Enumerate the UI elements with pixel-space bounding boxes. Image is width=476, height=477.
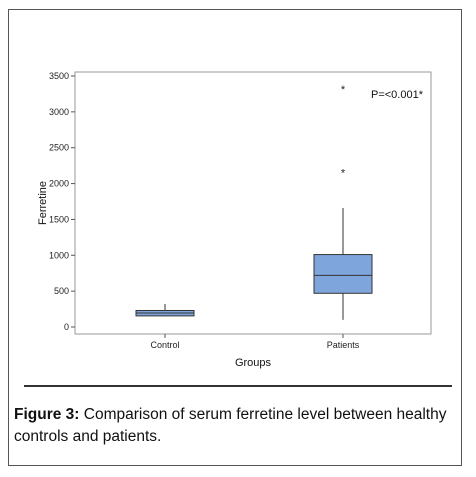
caption-text: Comparison of serum ferretine level betw… — [14, 406, 447, 445]
box-control — [135, 304, 195, 317]
figure-caption: Figure 3: Comparison of serum ferretine … — [14, 404, 454, 448]
y-tick-label: 1000 — [49, 250, 69, 260]
y-axis: 0 500 1000 1500 2000 2500 3000 3500 — [49, 71, 75, 332]
outlier-point: * — [341, 84, 346, 96]
x-tick-label: Patients — [327, 340, 360, 350]
y-tick-label: 2500 — [49, 143, 69, 153]
boxes: ** — [135, 84, 373, 320]
y-axis-title: Ferretine — [37, 181, 49, 225]
x-axis-title: Groups — [235, 357, 272, 369]
caption-label: Figure 3: — [14, 406, 80, 423]
plot-area — [74, 71, 432, 335]
iqr-box — [313, 254, 373, 294]
box-patients: ** — [313, 84, 373, 320]
caption-divider — [24, 385, 452, 387]
y-tick-label: 500 — [54, 286, 69, 296]
x-tick-label: Control — [150, 340, 179, 350]
y-tick-label: 3500 — [49, 71, 69, 81]
outlier-point: * — [341, 168, 346, 180]
y-tick-label: 3000 — [49, 107, 69, 117]
y-tick-label: 2000 — [49, 179, 69, 189]
y-tick-label: 1500 — [49, 214, 69, 224]
x-axis: Control Patients — [150, 334, 360, 350]
y-tick-label: 0 — [64, 322, 69, 332]
p-value-annotation: P=<0.001* — [371, 89, 424, 101]
box-plot: 0 500 1000 1500 2000 2500 3000 3500 Control Pati… — [37, 71, 432, 369]
